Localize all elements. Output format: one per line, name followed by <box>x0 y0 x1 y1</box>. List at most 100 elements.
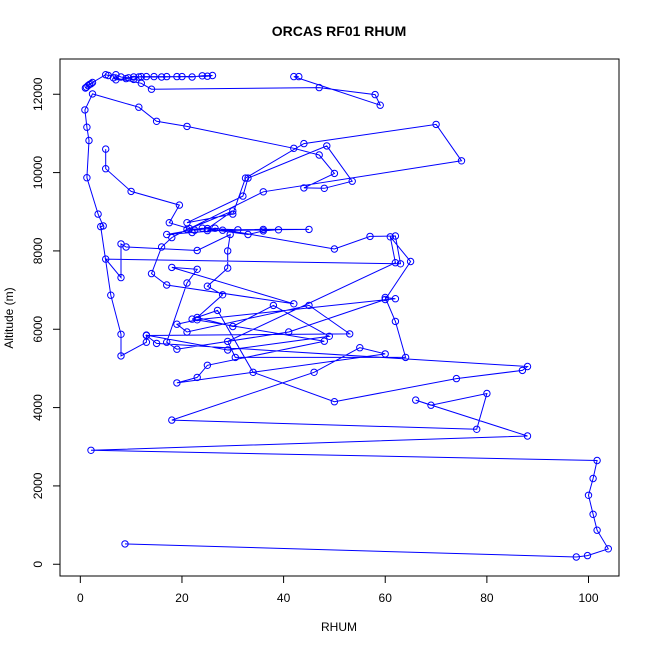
data-point <box>163 72 171 81</box>
data-point <box>310 368 318 376</box>
y-tick-label: 12000 <box>31 77 45 111</box>
data-point <box>406 257 415 266</box>
x-tick-label: 40 <box>277 591 291 605</box>
data-point <box>163 230 171 239</box>
y-tick-label: 8000 <box>31 237 45 264</box>
data-point <box>193 246 201 255</box>
data-point <box>175 201 184 209</box>
data-point <box>376 101 384 109</box>
data-point <box>229 322 237 331</box>
data-point <box>356 344 364 352</box>
chart-title: ORCAS RF01 RHUM <box>272 23 407 39</box>
data-point <box>224 337 232 346</box>
data-point <box>203 361 212 369</box>
data-point <box>121 540 129 548</box>
x-tick-label: 100 <box>578 591 598 605</box>
data-point <box>168 416 176 424</box>
data-point <box>112 76 120 84</box>
data-point <box>386 233 394 241</box>
data-point <box>137 79 146 88</box>
data-point <box>330 245 339 253</box>
data-point <box>593 526 601 534</box>
data-point <box>85 136 93 145</box>
data-point <box>203 226 212 235</box>
data-point <box>381 350 389 358</box>
y-tick-label: 2000 <box>31 472 45 499</box>
data-point <box>188 315 196 323</box>
x-axis-label: RHUM <box>321 620 357 634</box>
data-point <box>183 328 191 336</box>
data-point <box>99 222 107 230</box>
data-point <box>191 226 199 234</box>
data-point <box>593 456 601 465</box>
data-point <box>315 83 323 92</box>
data-point <box>83 123 91 131</box>
x-tick-label: 0 <box>77 591 84 605</box>
data-point <box>203 282 212 290</box>
data-point <box>102 165 110 173</box>
data-point <box>173 345 181 353</box>
data-point <box>290 72 298 81</box>
data-point <box>381 293 389 302</box>
data-point <box>518 366 527 375</box>
data-point <box>391 295 400 303</box>
data-point <box>102 255 110 263</box>
data-point <box>157 73 166 81</box>
y-tick-label: 10000 <box>31 156 45 190</box>
data-point <box>290 144 298 153</box>
data-point <box>391 259 400 267</box>
data-point <box>224 247 232 255</box>
data-point <box>163 281 171 289</box>
data-point <box>135 103 143 111</box>
data-point <box>147 85 156 93</box>
data-point <box>589 510 597 518</box>
data-point <box>391 232 400 240</box>
data-point <box>117 330 125 338</box>
data-point <box>249 368 257 376</box>
data-point <box>604 545 612 553</box>
data-point <box>269 301 278 310</box>
data-point <box>320 184 328 193</box>
data-point <box>381 295 389 304</box>
data-point <box>127 187 135 196</box>
data-point <box>130 75 138 84</box>
x-axis: 0 20 40 60 80 100 <box>77 576 599 605</box>
data-point <box>142 72 151 81</box>
data-point <box>208 71 217 80</box>
data-point <box>305 301 313 310</box>
data-point <box>152 117 161 126</box>
data-point <box>87 80 95 88</box>
data-point <box>203 224 212 233</box>
y-tick-label: 0 <box>31 561 45 568</box>
data-point <box>348 177 356 185</box>
data-point <box>366 232 374 241</box>
data-point <box>109 74 118 82</box>
data-point <box>457 157 466 165</box>
data-point <box>163 338 171 346</box>
data-point <box>295 72 303 81</box>
data-point <box>330 169 339 178</box>
data-point <box>193 373 201 382</box>
data-point <box>218 226 227 234</box>
data-point <box>285 328 293 336</box>
data-point <box>87 446 95 454</box>
data-point <box>427 401 435 409</box>
data-point <box>211 224 219 232</box>
data-point <box>94 210 102 218</box>
y-axis: 0 2000 4000 6000 8000 10000 12000 <box>31 77 60 568</box>
x-tick-label: 60 <box>379 591 393 605</box>
data-point <box>168 263 176 272</box>
data-point <box>88 78 97 87</box>
data-point <box>231 353 240 362</box>
data-point <box>142 331 151 339</box>
data-point <box>229 207 237 215</box>
x-tick-label: 20 <box>175 591 189 605</box>
data-point <box>83 174 91 182</box>
y-tick-label: 4000 <box>31 394 45 421</box>
data-point <box>218 291 227 299</box>
data-point <box>183 122 191 131</box>
data-point <box>305 225 313 234</box>
data-point <box>117 352 125 360</box>
data-point <box>583 551 592 560</box>
data-point <box>259 188 267 196</box>
